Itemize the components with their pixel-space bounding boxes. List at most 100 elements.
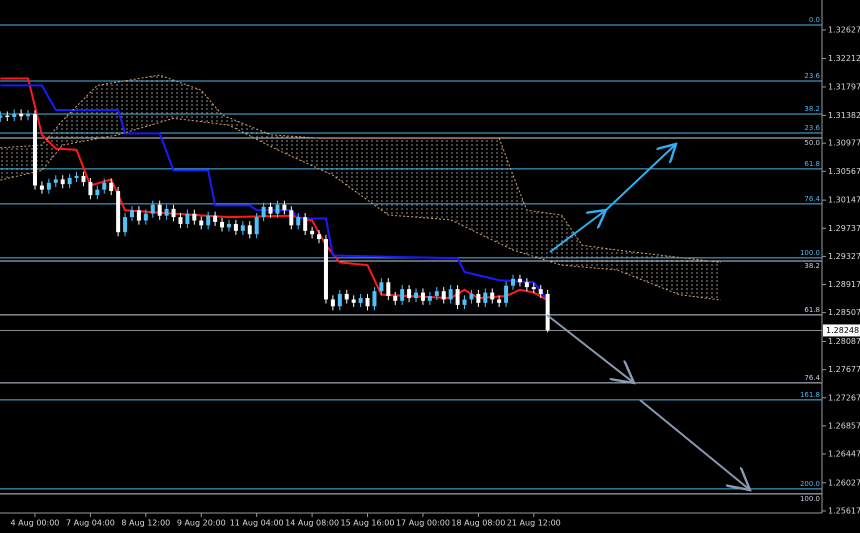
- candle-body: [330, 299, 335, 307]
- candle-body: [81, 175, 86, 183]
- candle-body: [67, 177, 72, 185]
- candle-body: [323, 239, 328, 300]
- candle-body: [407, 289, 412, 299]
- candle-body: [178, 217, 183, 224]
- y-tick-label: 1.31797: [828, 82, 860, 91]
- y-tick-label: 1.28917: [828, 280, 860, 289]
- level-label: 50.0: [804, 139, 820, 147]
- candle-body: [469, 293, 474, 300]
- y-tick-label: 1.29327: [828, 252, 860, 261]
- level-label: 23.6: [804, 72, 820, 80]
- candle-body: [102, 182, 107, 190]
- candle-body: [199, 220, 204, 226]
- candle-body: [462, 299, 467, 305]
- candle-body: [95, 189, 100, 196]
- candle-body: [344, 293, 349, 300]
- candle-body: [317, 234, 322, 240]
- candle-body: [476, 293, 481, 303]
- candle-body: [351, 299, 356, 303]
- candle-body: [136, 210, 141, 221]
- level-label: 0.0: [809, 16, 820, 24]
- candle-body: [164, 208, 169, 216]
- candle-body: [386, 282, 391, 297]
- candle-body: [538, 289, 543, 294]
- y-tick-label: 1.28507: [828, 308, 860, 317]
- candle-body: [303, 217, 308, 231]
- y-tick-label: 1.26857: [828, 421, 860, 430]
- candle-body: [497, 299, 502, 303]
- candle-body: [282, 204, 287, 211]
- price-label-box: [823, 324, 860, 337]
- x-tick-label: 15 Aug 16:00: [341, 519, 395, 528]
- y-tick-label: 1.29737: [828, 224, 860, 233]
- candle-body: [213, 215, 218, 222]
- candle-body: [545, 293, 550, 331]
- x-tick-label: 17 Aug 00:00: [396, 519, 450, 528]
- y-tick-label: 1.26027: [828, 478, 860, 487]
- candle-body: [358, 298, 363, 303]
- candle-body: [420, 292, 425, 301]
- candle-body: [74, 175, 79, 178]
- arrow: [639, 399, 750, 490]
- candle-body: [448, 289, 453, 300]
- level-label: 76.4: [804, 374, 820, 382]
- candle-body: [185, 213, 190, 224]
- indicator-line: [0, 84, 549, 301]
- y-tick-label: 1.30977: [828, 139, 860, 148]
- candle-body: [12, 113, 17, 117]
- candle-body: [434, 291, 439, 297]
- candle-body: [129, 210, 134, 218]
- level-label: 61.8: [804, 306, 820, 314]
- x-tick-label: 11 Aug 04:00: [230, 519, 284, 528]
- candle-body: [372, 291, 377, 307]
- candle-body: [171, 208, 176, 218]
- candle-body: [88, 182, 93, 196]
- candle-body: [483, 292, 488, 303]
- level-label: 38.2: [804, 105, 820, 113]
- arrow: [549, 210, 606, 253]
- candle-body: [240, 225, 245, 231]
- candle-body: [226, 223, 231, 228]
- candle-body: [233, 223, 238, 231]
- price-label: 1.28248: [826, 326, 859, 335]
- x-tick-label: 18 Aug 08:00: [451, 519, 505, 528]
- level-label: 200.0: [800, 480, 820, 488]
- candle-body: [400, 289, 405, 301]
- x-tick-label: 7 Aug 04:00: [66, 519, 115, 528]
- candle-body: [123, 217, 128, 233]
- y-tick-label: 1.27267: [828, 393, 860, 402]
- level-label: 100.0: [800, 249, 820, 257]
- candle-body: [39, 185, 44, 190]
- candle-body: [524, 282, 529, 288]
- candle-body: [531, 287, 536, 290]
- candle-body: [247, 225, 252, 235]
- annotation-arrows: [546, 144, 750, 490]
- x-tick-label: 21 Aug 12:00: [507, 519, 561, 528]
- cloud-fill: [0, 75, 721, 301]
- candle-body: [289, 210, 294, 226]
- candle-body: [275, 204, 280, 214]
- candle-body: [60, 179, 65, 185]
- candle-body: [517, 278, 522, 283]
- level-label: 61.8: [804, 160, 820, 168]
- y-tick-label: 1.32627: [828, 25, 860, 34]
- x-tick-label: 9 Aug 20:00: [177, 519, 226, 528]
- candle-body: [490, 292, 495, 300]
- candle-body: [46, 182, 51, 190]
- arrow: [605, 144, 676, 211]
- x-tick-label: 4 Aug 00:00: [11, 519, 60, 528]
- candle-body: [268, 206, 273, 214]
- arrow: [546, 314, 634, 383]
- candle-body: [192, 213, 197, 221]
- candle-body: [511, 278, 516, 286]
- candle-body: [109, 182, 114, 192]
- level-label: 38.2: [804, 262, 820, 270]
- candle-body: [26, 114, 31, 117]
- y-tick-label: 1.27677: [828, 365, 860, 374]
- level-label: 161.8: [800, 391, 820, 399]
- candle-body: [365, 298, 370, 307]
- candle-body: [206, 215, 211, 226]
- candle-body: [32, 114, 37, 186]
- indicator-line: [0, 77, 549, 301]
